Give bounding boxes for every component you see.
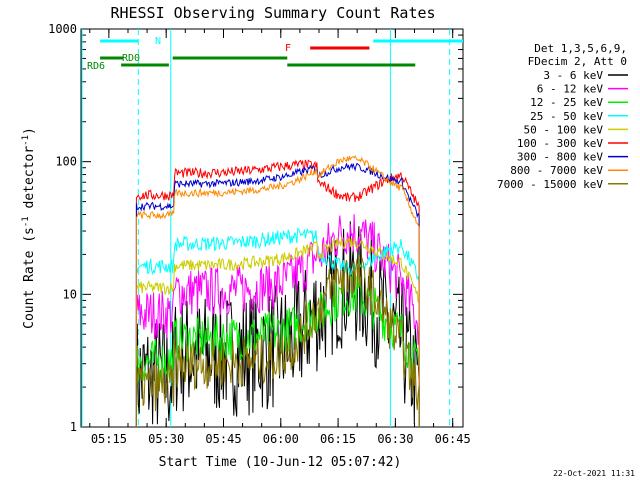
flag-label-f: F	[285, 43, 291, 54]
x-tick-label: 06:45	[435, 432, 471, 446]
y-tick-label: 1	[70, 420, 77, 434]
y-tick-label: 100	[55, 155, 77, 169]
legend-label-0: 3 - 6 keV	[543, 69, 603, 82]
flag-label-n: N	[155, 36, 161, 47]
legend-label-2: 12 - 25 keV	[530, 96, 603, 109]
y-tick-label: 1000	[48, 22, 77, 36]
x-tick-label: 05:45	[205, 432, 241, 446]
x-tick-label: 05:15	[91, 432, 127, 446]
legend-label-8: 7000 - 15000 keV	[497, 178, 603, 191]
series-lines	[135, 155, 420, 427]
series-line-4	[135, 236, 420, 427]
chart-title: RHESSI Observing Summary Count Rates	[110, 4, 435, 22]
x-tick-label: 06:00	[263, 432, 299, 446]
flag-label-rd0: RD0	[122, 53, 140, 64]
y-tick-label: 10	[63, 287, 77, 301]
plot-frame	[80, 28, 464, 428]
series-line-3	[135, 227, 420, 427]
legend-label-4: 50 - 100 keV	[524, 123, 604, 136]
flag-bars: N F RD0 RD6	[87, 36, 463, 72]
series-line-6	[135, 162, 420, 427]
series-line-8	[135, 254, 420, 427]
series-line-2	[135, 272, 420, 427]
legend-label-3: 25 - 50 keV	[530, 110, 603, 123]
x-tick-label: 05:30	[148, 432, 184, 446]
legend-title-line-2: FDecim 2, Att 0	[528, 55, 627, 68]
legend-label-7: 800 - 7000 keV	[510, 164, 603, 177]
x-tick-label: 06:30	[377, 432, 413, 446]
legend-title-line-1: Det 1,3,5,6,9,	[534, 42, 627, 55]
x-axis: 05:15 05:30 05:45 06:00 06:15 06:30 06:45	[89, 29, 471, 446]
legend-label-5: 100 - 300 keV	[517, 137, 603, 150]
series-line-5	[135, 159, 420, 427]
series-line-1	[135, 214, 420, 427]
series-line-7	[135, 155, 420, 427]
legend: Det 1,3,5,6,9, FDecim 2, Att 0 3 - 6 keV…	[497, 42, 628, 191]
x-axis-label: Start Time (10-Jun-12 05:07:42)	[159, 455, 402, 470]
y-axis: 1 10 100 1000	[48, 22, 463, 434]
footer-timestamp: 22-Oct-2021 11:31	[553, 469, 635, 478]
x-tick-label: 06:15	[320, 432, 356, 446]
legend-label-6: 300 - 800 keV	[517, 151, 603, 164]
y-axis-label: Count Rate (s-1 detector-1)	[21, 127, 37, 329]
flag-label-rd6: RD6	[87, 61, 105, 72]
legend-label-1: 6 - 12 keV	[537, 83, 604, 96]
